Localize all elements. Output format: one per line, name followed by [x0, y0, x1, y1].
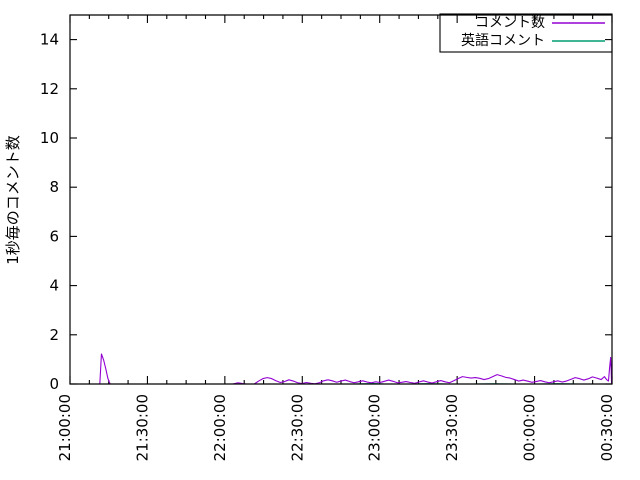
x-tick-label: 23:00:00 [366, 394, 384, 461]
x-tick-label: 21:00:00 [56, 394, 74, 461]
y-tick-label: 0 [49, 375, 59, 393]
x-tick-label: 21:30:00 [133, 394, 151, 461]
y-axis-ticks [70, 39, 612, 385]
x-tick-label: 00:30:00 [598, 394, 616, 461]
legend: コメント数 英語コメント [439, 13, 613, 53]
series-line-1 [99, 353, 613, 385]
y-tick-label: 6 [49, 227, 59, 245]
x-tick-label: 00:00:00 [521, 394, 539, 461]
y-tick-label: 14 [40, 31, 59, 49]
plot-frame [69, 14, 613, 385]
y-axis-tick-labels: 0 2 4 6 8 10 12 14 [40, 31, 59, 393]
x-tick-label: 22:30:00 [288, 394, 306, 461]
legend-border [439, 13, 613, 53]
y-tick-label: 12 [40, 80, 59, 98]
y-tick-label: 8 [49, 178, 59, 196]
x-tick-label: 23:30:00 [443, 394, 461, 461]
y-tick-label: 4 [49, 277, 59, 295]
y-tick-label: 10 [40, 129, 59, 147]
y-axis-title: 1秒毎のコメント数 [4, 135, 22, 265]
y-tick-label: 2 [49, 326, 59, 344]
legend-label-english-comment: 英語コメント [461, 32, 545, 49]
legend-label-comment-count: コメント数 [475, 15, 545, 31]
x-axis-tick-labels: 21:00:00 21:30:00 22:00:00 22:30:00 23:00:00… [56, 394, 616, 461]
x-tick-label: 22:00:00 [211, 394, 229, 461]
